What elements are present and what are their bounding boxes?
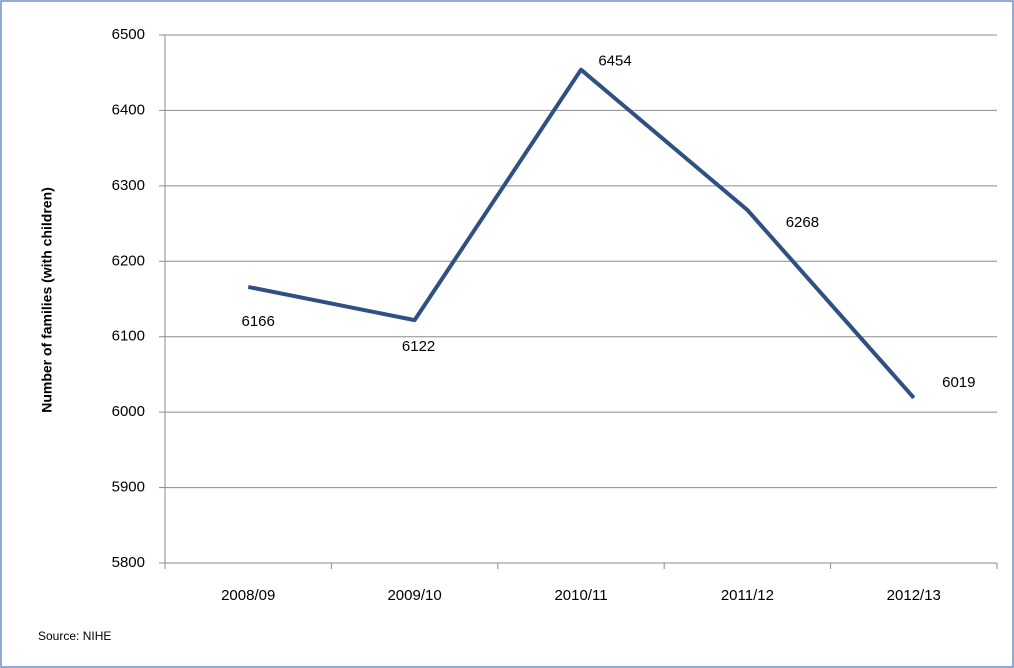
- y-tick-label: 5900: [112, 479, 145, 496]
- x-tick-label: 2008/09: [221, 587, 275, 604]
- y-tick-label: 6500: [112, 26, 145, 43]
- x-tick-label: 2011/12: [721, 587, 774, 604]
- y-tick-label: 6400: [112, 101, 145, 118]
- data-label: 6268: [786, 214, 819, 231]
- source-note: Source: NIHE: [38, 629, 111, 643]
- y-axis-label: Number of families (with children): [39, 187, 55, 413]
- y-tick-label: 6200: [112, 252, 145, 269]
- y-tick-label: 6100: [112, 328, 145, 345]
- data-line: [247, 67, 916, 400]
- y-tick-label: 6000: [112, 403, 145, 420]
- data-label: 6454: [598, 53, 631, 70]
- data-label: 6019: [942, 374, 975, 391]
- y-tick-label: 5800: [112, 554, 145, 571]
- y-tick-label: 6300: [112, 177, 145, 194]
- x-tick-label: 2009/10: [387, 587, 441, 604]
- data-label: 6122: [402, 338, 435, 355]
- data-label: 6166: [242, 313, 275, 330]
- x-tick-label: 2012/13: [887, 587, 941, 604]
- x-tick-label: 2010/11: [554, 587, 607, 604]
